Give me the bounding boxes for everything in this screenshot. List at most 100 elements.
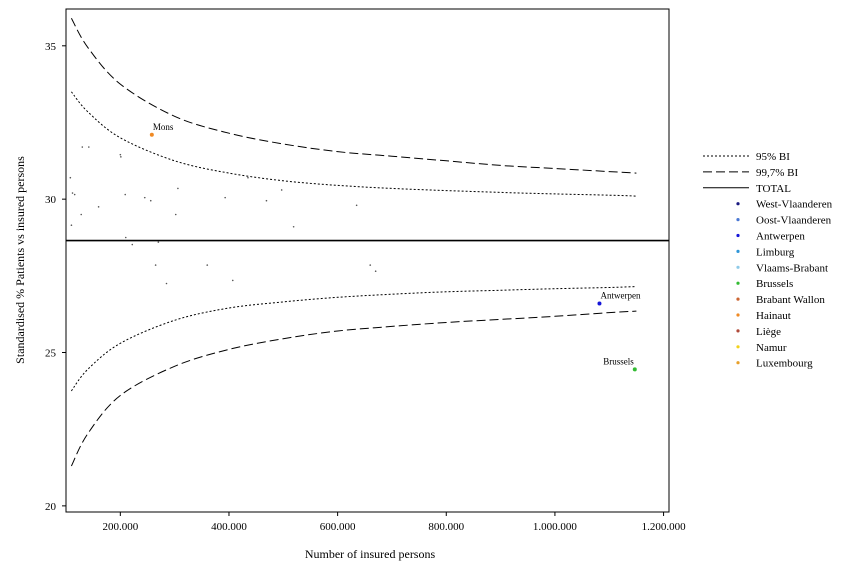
legend-dot-swatch [736,249,740,253]
ci95-upper-line [71,91,637,197]
legend-dot-swatch [736,313,740,317]
data-point [80,213,83,216]
legend-dot-swatch [736,202,740,206]
legend-label: Namur [756,342,787,354]
legend-label: 95% BI [756,151,790,163]
legend-item: Antwerpen [736,231,805,243]
data-point [131,243,134,246]
legend-label: Antwerpen [756,231,805,243]
x-tick-label: 400.000 [211,521,247,533]
legend-item: Namur [736,342,787,354]
legend-label: 99,7% BI [756,167,799,179]
data-point [69,176,72,179]
ci997-upper-line [70,17,637,174]
x-tick-label: 800.000 [428,521,464,533]
data-point [73,193,76,196]
legend-dot-swatch [736,361,740,365]
data-point [120,156,122,158]
legend-item: Luxembourg [736,358,813,370]
ci95-lower-line [70,286,637,392]
legend-item: Limburg [736,246,795,258]
legend-item: Brussels [736,278,793,290]
data-point [597,301,602,306]
y-tick-label: 25 [45,348,57,360]
point-label: Brussels [603,356,634,366]
legend-label: Liège [756,326,781,338]
legend-dot-swatch [736,265,740,269]
legend-label: Limburg [756,246,795,258]
legend-item: Brabant Wallon [736,294,825,306]
legend-label: Oost-Vlaanderen [756,215,832,227]
data-point [369,264,372,266]
legend-dot-swatch [736,329,740,333]
data-point [224,196,226,199]
x-tick-label: 1.200.000 [642,521,687,533]
data-point [124,236,127,239]
data-point [177,187,179,190]
legend-dot-swatch [736,218,740,222]
legend-label: Brussels [756,278,793,290]
legend: 95% BI 99,7% BI TOTAL West-Vlaanderen Oost-V… [703,151,833,370]
data-point [154,264,157,266]
plot-frame [65,8,670,513]
data-point [149,132,154,137]
data-point [124,193,127,196]
legend-item: 95% BI [703,151,790,163]
legend-label: Luxembourg [756,358,813,370]
data-point [97,206,100,208]
legend-dot-swatch [736,233,740,238]
data-point [632,367,637,372]
data-point [265,199,268,202]
control-limits [70,17,637,467]
data-point [149,199,152,202]
data-points [69,132,637,372]
data-point [280,189,283,191]
y-tick-label: 30 [45,194,57,206]
data-point [292,225,295,228]
data-point [247,176,249,179]
data-point [157,241,160,243]
ci997-lower-line [70,310,637,467]
x-tick-label: 200.000 [102,521,138,533]
y-tick-label: 35 [45,41,57,53]
point-label: Antwerpen [600,290,640,300]
legend-dot-swatch [736,297,740,301]
data-point [174,213,177,216]
data-point [165,282,168,285]
data-point [119,153,122,156]
legend-label: Hainaut [756,310,791,322]
legend-label: Vlaams-Brabant [756,262,828,274]
data-point [231,279,234,282]
y-axis-title: Standardised % Patients vs insured perso… [13,156,27,364]
data-point [206,264,209,266]
legend-item: Liège [736,326,781,338]
data-point [374,270,377,273]
point-annotations: Mons Antwerpen Brussels [153,122,641,367]
legend-item: West-Vlaanderen [736,199,833,211]
data-point [355,204,358,207]
legend-item: Hainaut [736,310,791,322]
point-label: Mons [153,122,174,132]
legend-item: 99,7% BI [703,167,799,179]
legend-item: Vlaams-Brabant [736,262,828,274]
x-tick-label: 1.000.000 [533,521,578,533]
legend-label: West-Vlaanderen [756,199,833,211]
legend-dot-swatch [736,345,740,349]
data-point [88,146,90,148]
legend-label: Brabant Wallon [756,294,825,306]
legend-item: TOTAL [703,183,791,195]
x-tick-label: 600.000 [320,521,356,533]
legend-dot-swatch [736,281,740,285]
data-point [71,192,74,194]
y-tick-label: 20 [45,501,57,513]
x-axis-title: Number of insured persons [305,547,436,561]
data-point [81,146,84,148]
x-axis: 200.000 400.000 600.000 800.000 1.000.000 1.2… [102,512,686,533]
legend-label: TOTAL [756,183,791,195]
legend-item: Oost-Vlaanderen [736,215,832,227]
data-point [70,224,73,227]
y-axis: 20 25 30 35 [45,41,66,513]
data-point [143,196,146,199]
